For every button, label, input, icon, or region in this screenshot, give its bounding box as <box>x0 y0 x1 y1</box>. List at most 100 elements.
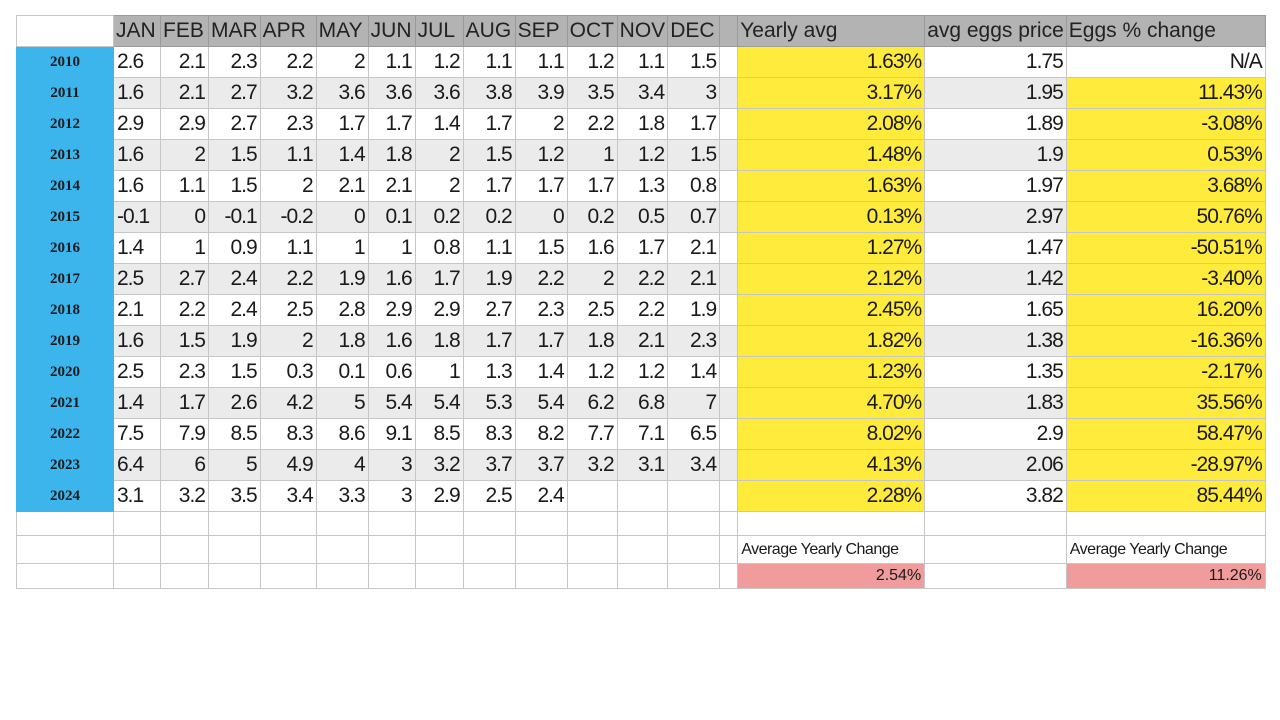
header-mar[interactable]: MAR <box>208 15 261 47</box>
cell-nov[interactable]: 1.3 <box>616 170 669 202</box>
row-year-header[interactable]: 2010 <box>16 46 114 78</box>
cell-feb[interactable]: 7.9 <box>160 418 209 450</box>
empty-cell[interactable] <box>566 535 618 564</box>
header-spacer[interactable] <box>719 15 739 47</box>
empty-cell[interactable] <box>367 563 416 589</box>
cell-jul[interactable]: 1.4 <box>414 108 464 140</box>
empty-cell[interactable] <box>462 511 516 536</box>
cell-sep[interactable]: 1.2 <box>514 139 568 171</box>
cell-jun[interactable]: 1.8 <box>367 139 416 171</box>
empty-cell[interactable] <box>208 535 261 564</box>
cell-aug[interactable]: 1.3 <box>462 356 516 388</box>
empty-cell[interactable] <box>924 563 1067 589</box>
empty-cell[interactable] <box>259 535 317 564</box>
cell-aug[interactable]: 1.7 <box>462 108 516 140</box>
yearly-avg-change-value[interactable]: 2.54% <box>737 563 926 589</box>
empty-cell[interactable] <box>16 511 114 536</box>
cell-apr[interactable]: 3.4 <box>259 480 317 512</box>
cell-nov[interactable]: 7.1 <box>616 418 669 450</box>
cell-yearly-avg[interactable]: 1.48% <box>737 139 926 171</box>
cell-nov[interactable]: 2.2 <box>616 294 669 326</box>
cell-may[interactable]: 2.8 <box>315 294 369 326</box>
cell-may[interactable]: 0 <box>315 201 369 233</box>
empty-cell[interactable] <box>259 511 317 536</box>
cell-apr[interactable]: 2.2 <box>259 46 317 78</box>
spacer-cell[interactable] <box>719 139 739 171</box>
cell-jan[interactable]: 1.4 <box>113 232 161 264</box>
cell-aug[interactable]: 8.3 <box>462 418 516 450</box>
cell-dec[interactable]: 2.1 <box>667 263 721 295</box>
cell-jun[interactable]: 0.6 <box>367 356 416 388</box>
empty-cell[interactable] <box>113 535 161 564</box>
cell-jan[interactable]: 2.5 <box>113 356 161 388</box>
cell-apr[interactable]: 2.5 <box>259 294 317 326</box>
cell-aug[interactable]: 2.5 <box>462 480 516 512</box>
row-year-header[interactable]: 2023 <box>16 449 114 481</box>
cell-sep[interactable]: 1.1 <box>514 46 568 78</box>
cell-mar[interactable]: 3.5 <box>208 480 261 512</box>
cell-jun[interactable]: 1.7 <box>367 108 416 140</box>
header-yearly-avg[interactable]: Yearly avg <box>737 15 926 47</box>
cell-may[interactable]: 2 <box>315 46 369 78</box>
cell-aug[interactable]: 1.1 <box>462 46 516 78</box>
row-year-header[interactable]: 2019 <box>16 325 114 357</box>
cell-oct[interactable]: 1.2 <box>566 46 618 78</box>
cell-may[interactable]: 5 <box>315 387 369 419</box>
eggs-avg-change-label[interactable]: Average Yearly Change <box>1065 535 1266 564</box>
cell-feb[interactable]: 1 <box>160 232 209 264</box>
cell-yearly-avg[interactable]: 0.13% <box>737 201 926 233</box>
cell-jun[interactable]: 2.9 <box>367 294 416 326</box>
empty-cell[interactable] <box>367 535 416 564</box>
cell-jul[interactable]: 1.7 <box>414 263 464 295</box>
cell-feb[interactable]: 3.2 <box>160 480 209 512</box>
cell-apr[interactable]: 2 <box>259 325 317 357</box>
cell-eggs-pct-change[interactable]: 11.43% <box>1065 77 1266 109</box>
cell-may[interactable]: 3.6 <box>315 77 369 109</box>
cell-yearly-avg[interactable]: 2.12% <box>737 263 926 295</box>
cell-avg-eggs-price[interactable]: 2.9 <box>924 418 1067 450</box>
cell-feb[interactable]: 2.1 <box>160 77 209 109</box>
cell-mar[interactable]: 1.5 <box>208 170 261 202</box>
cell-avg-eggs-price[interactable]: 1.38 <box>924 325 1067 357</box>
row-year-header[interactable]: 2016 <box>16 232 114 264</box>
empty-cell[interactable] <box>566 563 618 589</box>
cell-jun[interactable]: 2.1 <box>367 170 416 202</box>
empty-cell[interactable] <box>616 535 669 564</box>
spacer-cell[interactable] <box>719 77 739 109</box>
cell-aug[interactable]: 2.7 <box>462 294 516 326</box>
header-aug[interactable]: AUG <box>462 15 516 47</box>
spacer-cell[interactable] <box>719 46 739 78</box>
cell-avg-eggs-price[interactable]: 1.47 <box>924 232 1067 264</box>
cell-avg-eggs-price[interactable]: 1.65 <box>924 294 1067 326</box>
cell-sep[interactable]: 2 <box>514 108 568 140</box>
cell-nov[interactable]: 1.8 <box>616 108 669 140</box>
cell-mar[interactable]: 8.5 <box>208 418 261 450</box>
cell-apr[interactable]: 4.2 <box>259 387 317 419</box>
cell-aug[interactable]: 1.7 <box>462 325 516 357</box>
cell-nov[interactable]: 1.2 <box>616 356 669 388</box>
cell-yearly-avg[interactable]: 1.23% <box>737 356 926 388</box>
header-dec[interactable]: DEC <box>667 15 721 47</box>
empty-cell[interactable] <box>924 535 1067 564</box>
empty-cell[interactable] <box>16 563 114 589</box>
cell-sep[interactable]: 1.5 <box>514 232 568 264</box>
row-year-header[interactable]: 2012 <box>16 108 114 140</box>
cell-dec[interactable]: 3 <box>667 77 721 109</box>
cell-feb[interactable]: 1.5 <box>160 325 209 357</box>
cell-aug[interactable]: 1.5 <box>462 139 516 171</box>
cell-feb[interactable]: 2.3 <box>160 356 209 388</box>
cell-may[interactable]: 1.8 <box>315 325 369 357</box>
cell-apr[interactable]: 1.1 <box>259 232 317 264</box>
row-year-header[interactable]: 2021 <box>16 387 114 419</box>
cell-dec[interactable]: 1.5 <box>667 46 721 78</box>
row-year-header[interactable]: 2013 <box>16 139 114 171</box>
cell-sep[interactable]: 0 <box>514 201 568 233</box>
cell-apr[interactable]: 2 <box>259 170 317 202</box>
cell-dec[interactable]: 0.8 <box>667 170 721 202</box>
cell-eggs-pct-change[interactable]: 50.76% <box>1065 201 1266 233</box>
empty-cell[interactable] <box>113 511 161 536</box>
cell-avg-eggs-price[interactable]: 1.75 <box>924 46 1067 78</box>
corner-cell[interactable] <box>16 15 114 47</box>
header-apr[interactable]: APR <box>259 15 317 47</box>
empty-cell[interactable] <box>113 563 161 589</box>
